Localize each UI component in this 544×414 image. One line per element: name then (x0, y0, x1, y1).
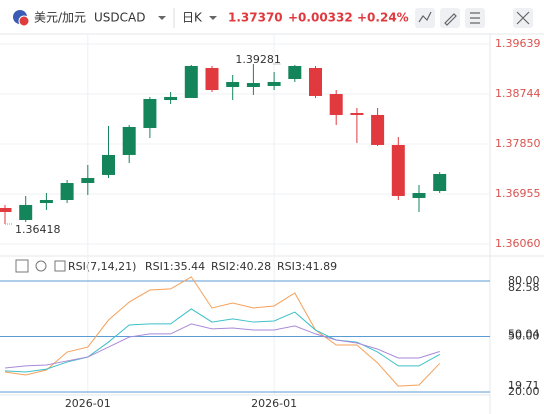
legend-entry: RSI2:40.28 (211, 260, 271, 273)
pair-name: 美元/加元 (34, 11, 86, 25)
change-pct: +0.24% (357, 11, 409, 25)
toolbar (415, 8, 533, 28)
y-tick-label: 20.00 (508, 385, 540, 398)
candle-body (60, 183, 74, 200)
legend-entry: RSI1:35.44 (145, 260, 205, 273)
candle-body (433, 174, 447, 191)
candle-body (143, 98, 157, 128)
y-tick-label: 50.00 (508, 329, 540, 342)
fullscreen-icon (516, 11, 530, 25)
y-tick-label: 1.39639 (495, 37, 541, 50)
candle-body (288, 65, 302, 79)
x-tick-label: 2026-01 (65, 397, 111, 410)
flag-icon (18, 15, 30, 27)
candle-body (0, 207, 12, 213)
y-tick-label: 80.00 (508, 274, 540, 287)
eye-icon[interactable] (15, 259, 29, 273)
candle-body (19, 204, 33, 220)
y-tick-label: 1.36060 (495, 237, 541, 250)
gear-icon[interactable] (35, 260, 47, 272)
candle-body (184, 65, 198, 98)
current-value-label: 19.71 (508, 379, 540, 392)
candle-body (391, 144, 405, 196)
change: +0.00332 (288, 11, 353, 25)
candle-body (309, 67, 322, 96)
dropdown-arrow[interactable] (209, 16, 217, 20)
candle-body (102, 154, 115, 175)
candle-body (81, 177, 95, 184)
candle-body (122, 126, 136, 155)
settings-icon (470, 12, 480, 24)
candle-body (39, 199, 53, 204)
symbol[interactable]: USDCAD (94, 11, 145, 25)
current-value-label: 50.04 (508, 327, 540, 340)
indicator-icon (54, 260, 66, 272)
rsi-line (4, 323, 440, 369)
candle-body (412, 193, 426, 198)
candle-body (205, 67, 219, 90)
dropdown-arrow[interactable] (158, 16, 166, 20)
draw-icon (444, 13, 457, 26)
period[interactable]: 日K (182, 11, 203, 25)
candle-body (329, 94, 343, 115)
current-value-label: 82.58 (508, 281, 540, 294)
candle-body (371, 114, 385, 145)
candle-body (350, 113, 364, 115)
rsi-line (4, 276, 441, 387)
y-tick-label: 1.36955 (495, 187, 541, 200)
legend-entry: RSI3:41.89 (277, 260, 337, 273)
candle-body (267, 82, 281, 86)
y-tick-label: 1.38744 (495, 87, 541, 100)
annotation: 1.36418 (15, 223, 61, 236)
y-tick-label: 1.37850 (495, 137, 541, 150)
rsi-line (4, 308, 440, 373)
x-tick-label: 2026-01 (251, 397, 297, 410)
price: 1.37370 (228, 11, 283, 25)
candle-body (164, 96, 178, 100)
rsi-title: RSI(7,14,21) (68, 260, 136, 273)
candle-body (226, 82, 240, 87)
indicator-icon (418, 11, 432, 23)
candle-body (246, 83, 260, 87)
annotation: 1.39281 (235, 53, 281, 66)
